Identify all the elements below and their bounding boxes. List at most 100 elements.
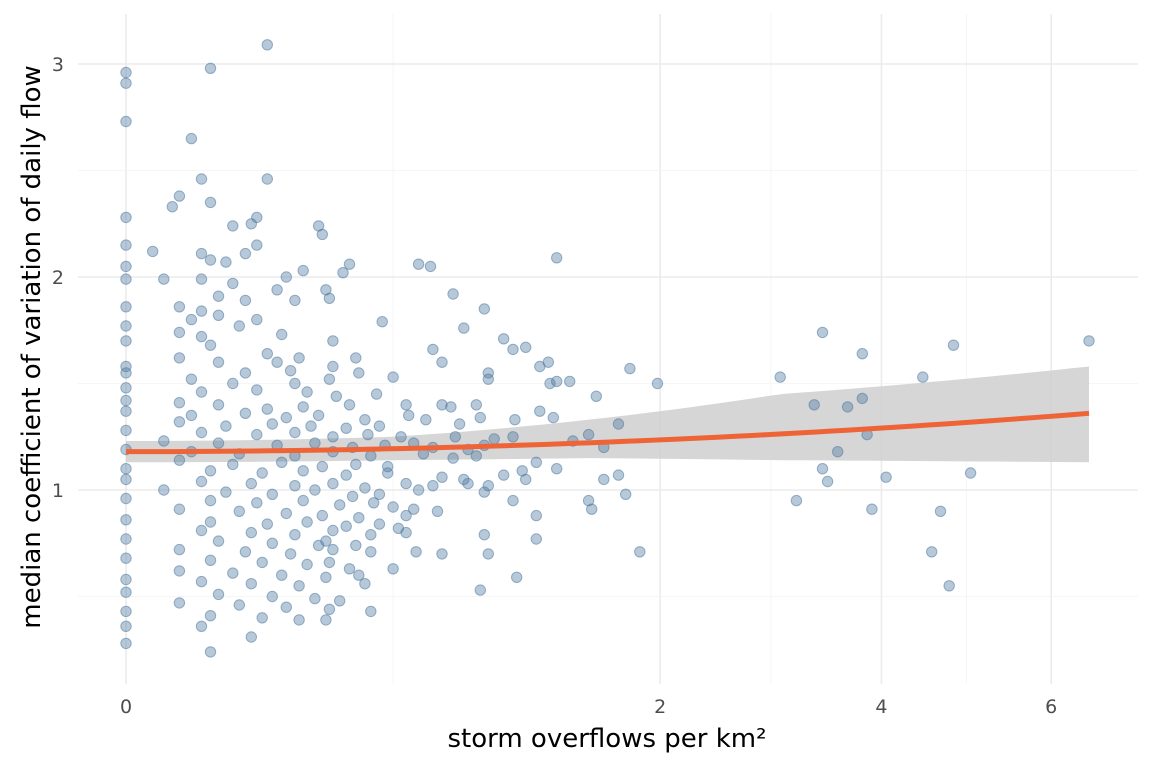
data-point: [651, 377, 664, 390]
data-point: [173, 454, 186, 466]
data-point: [534, 360, 546, 373]
data-point: [120, 239, 132, 251]
data-point: [120, 573, 132, 586]
data-point: [582, 428, 595, 441]
data-point: [173, 503, 186, 515]
data-point: [816, 463, 829, 475]
data-point: [507, 343, 519, 356]
data-point: [436, 399, 448, 411]
data-point: [195, 524, 208, 537]
data-point: [373, 488, 386, 500]
data-point: [624, 362, 636, 375]
data-point: [251, 428, 263, 441]
data-point: [297, 401, 309, 413]
data-point: [370, 388, 383, 400]
data-point: [520, 473, 532, 486]
data-point: [120, 211, 132, 224]
data-point: [431, 505, 444, 517]
data-point: [482, 373, 494, 385]
data-point: [261, 39, 273, 51]
data-point: [387, 563, 399, 575]
data-point: [382, 460, 394, 473]
data-point: [856, 348, 868, 360]
data-point: [544, 377, 556, 390]
x-tick-label: 6: [1045, 696, 1057, 718]
data-point: [301, 516, 313, 528]
data-point: [271, 284, 283, 296]
data-point: [120, 605, 132, 618]
data-point: [790, 494, 803, 507]
data-point: [470, 450, 482, 462]
data-point: [334, 595, 346, 607]
data-point: [498, 469, 510, 481]
data-point: [120, 620, 132, 632]
data-point: [478, 529, 490, 541]
data-point: [530, 509, 542, 522]
data-point: [266, 488, 278, 500]
data-point: [408, 503, 420, 515]
data-point: [353, 512, 365, 524]
data-point: [353, 569, 365, 581]
data-point: [173, 326, 186, 339]
data-point: [212, 399, 225, 411]
data-point: [327, 543, 339, 556]
data-point: [120, 273, 132, 285]
data-point: [251, 239, 263, 251]
data-point: [120, 473, 132, 486]
data-point: [195, 330, 208, 343]
data-point: [350, 539, 362, 552]
data-point: [323, 556, 336, 569]
data-point: [204, 465, 217, 477]
data-point: [239, 294, 252, 307]
data-point: [293, 580, 305, 592]
data-point: [261, 173, 273, 185]
data-point: [195, 620, 208, 632]
data-point: [482, 367, 494, 379]
data-point: [808, 399, 820, 411]
data-point: [424, 260, 437, 273]
data-point: [173, 352, 186, 364]
data-point: [293, 614, 305, 626]
data-point: [309, 592, 321, 605]
data-point: [120, 367, 132, 379]
data-point: [343, 258, 356, 270]
data-point: [365, 529, 377, 541]
data-point: [334, 499, 346, 511]
data-point: [376, 316, 388, 328]
y-tick-label: 1: [52, 480, 64, 502]
data-point: [251, 384, 263, 396]
data-point: [507, 431, 519, 443]
data-point: [120, 115, 132, 128]
data-point: [447, 288, 459, 300]
data-point: [120, 405, 132, 417]
data-point: [934, 505, 947, 517]
data-point: [120, 552, 132, 564]
data-point: [204, 610, 217, 622]
data-point: [316, 509, 328, 522]
data-point: [340, 469, 352, 481]
data-point: [340, 520, 352, 532]
data-point: [147, 245, 159, 258]
data-point: [400, 509, 412, 522]
data-point: [261, 518, 273, 530]
data-point: [400, 399, 412, 411]
data-point: [195, 575, 208, 588]
data-point: [474, 584, 486, 596]
data-point: [453, 418, 466, 430]
data-point: [195, 386, 208, 398]
x-tick-label: 2: [654, 696, 666, 718]
data-point: [185, 373, 198, 385]
data-point: [204, 554, 217, 566]
data-point: [120, 394, 132, 407]
data-point: [227, 377, 239, 390]
data-point: [195, 426, 208, 439]
data-point: [551, 252, 563, 264]
data-point: [312, 409, 325, 422]
data-point: [158, 435, 170, 447]
data-point: [120, 320, 132, 332]
data-point: [261, 348, 273, 360]
data-point: [327, 360, 339, 373]
trend-line: [125, 410, 1090, 455]
data-point: [233, 320, 246, 332]
data-point: [327, 431, 339, 443]
